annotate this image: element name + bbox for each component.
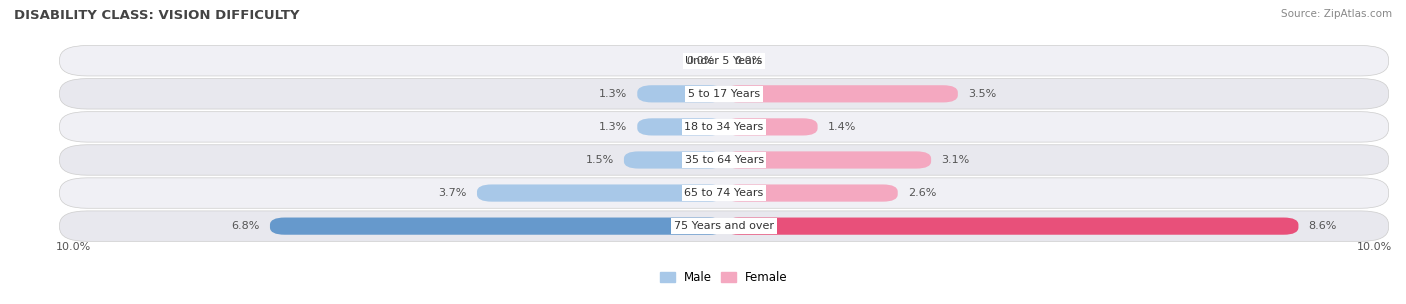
Text: 18 to 34 Years: 18 to 34 Years bbox=[685, 122, 763, 132]
FancyBboxPatch shape bbox=[59, 211, 1389, 241]
Text: 8.6%: 8.6% bbox=[1309, 221, 1337, 231]
Text: 1.3%: 1.3% bbox=[599, 122, 627, 132]
FancyBboxPatch shape bbox=[59, 145, 1389, 175]
Text: 3.5%: 3.5% bbox=[967, 89, 995, 99]
FancyBboxPatch shape bbox=[724, 218, 1299, 235]
Text: 2.6%: 2.6% bbox=[908, 188, 936, 198]
FancyBboxPatch shape bbox=[624, 151, 724, 169]
Text: 0.0%: 0.0% bbox=[734, 56, 762, 66]
Text: DISABILITY CLASS: VISION DIFFICULTY: DISABILITY CLASS: VISION DIFFICULTY bbox=[14, 9, 299, 22]
Text: 10.0%: 10.0% bbox=[56, 242, 91, 252]
Text: 6.8%: 6.8% bbox=[232, 221, 260, 231]
Text: 3.7%: 3.7% bbox=[439, 188, 467, 198]
Text: 75 Years and over: 75 Years and over bbox=[673, 221, 775, 231]
Text: 3.1%: 3.1% bbox=[941, 155, 969, 165]
Text: Source: ZipAtlas.com: Source: ZipAtlas.com bbox=[1281, 9, 1392, 19]
Text: 65 to 74 Years: 65 to 74 Years bbox=[685, 188, 763, 198]
FancyBboxPatch shape bbox=[724, 151, 931, 169]
FancyBboxPatch shape bbox=[724, 118, 818, 136]
Text: 5 to 17 Years: 5 to 17 Years bbox=[688, 89, 761, 99]
Legend: Male, Female: Male, Female bbox=[655, 266, 793, 289]
Text: 1.4%: 1.4% bbox=[828, 122, 856, 132]
FancyBboxPatch shape bbox=[724, 185, 898, 202]
FancyBboxPatch shape bbox=[59, 178, 1389, 208]
Text: 10.0%: 10.0% bbox=[1357, 242, 1392, 252]
FancyBboxPatch shape bbox=[270, 218, 724, 235]
Text: 1.3%: 1.3% bbox=[599, 89, 627, 99]
Text: 35 to 64 Years: 35 to 64 Years bbox=[685, 155, 763, 165]
Text: Under 5 Years: Under 5 Years bbox=[686, 56, 762, 66]
FancyBboxPatch shape bbox=[477, 185, 724, 202]
FancyBboxPatch shape bbox=[59, 79, 1389, 109]
FancyBboxPatch shape bbox=[724, 85, 957, 102]
FancyBboxPatch shape bbox=[59, 46, 1389, 76]
Text: 1.5%: 1.5% bbox=[586, 155, 614, 165]
FancyBboxPatch shape bbox=[637, 85, 724, 102]
FancyBboxPatch shape bbox=[637, 118, 724, 136]
FancyBboxPatch shape bbox=[59, 112, 1389, 142]
Text: 0.0%: 0.0% bbox=[686, 56, 714, 66]
